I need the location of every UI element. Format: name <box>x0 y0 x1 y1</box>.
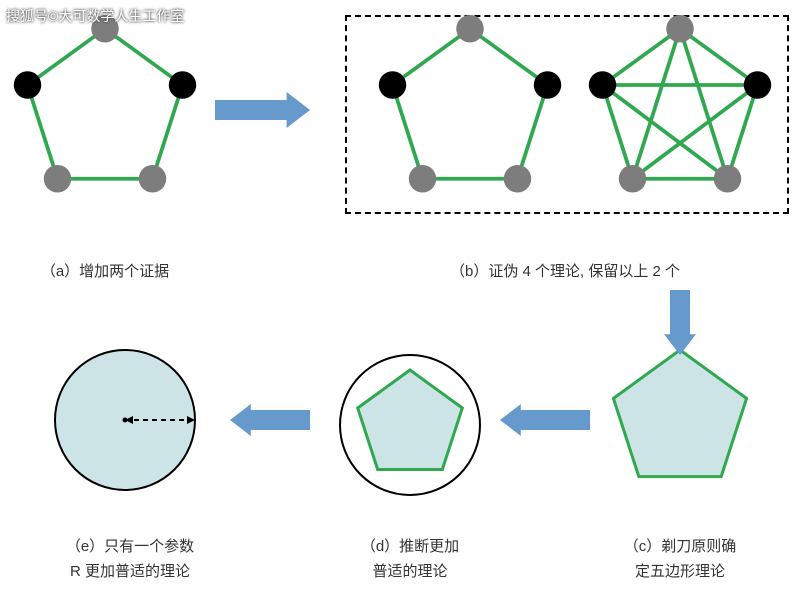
watermark-text: 搜狐号©大可数学人生工作室 <box>6 6 184 26</box>
diagram-svg <box>0 0 809 602</box>
radius-center-dot <box>123 418 128 423</box>
filled-pentagon <box>613 350 746 477</box>
flow-arrow <box>664 290 696 355</box>
pentagon-graph <box>589 15 772 193</box>
flow-arrow <box>215 92 310 128</box>
pentagon-graph <box>379 15 562 193</box>
flow-arrow <box>500 404 590 436</box>
pentagon-graph <box>14 15 197 193</box>
flow-arrow <box>230 404 310 436</box>
